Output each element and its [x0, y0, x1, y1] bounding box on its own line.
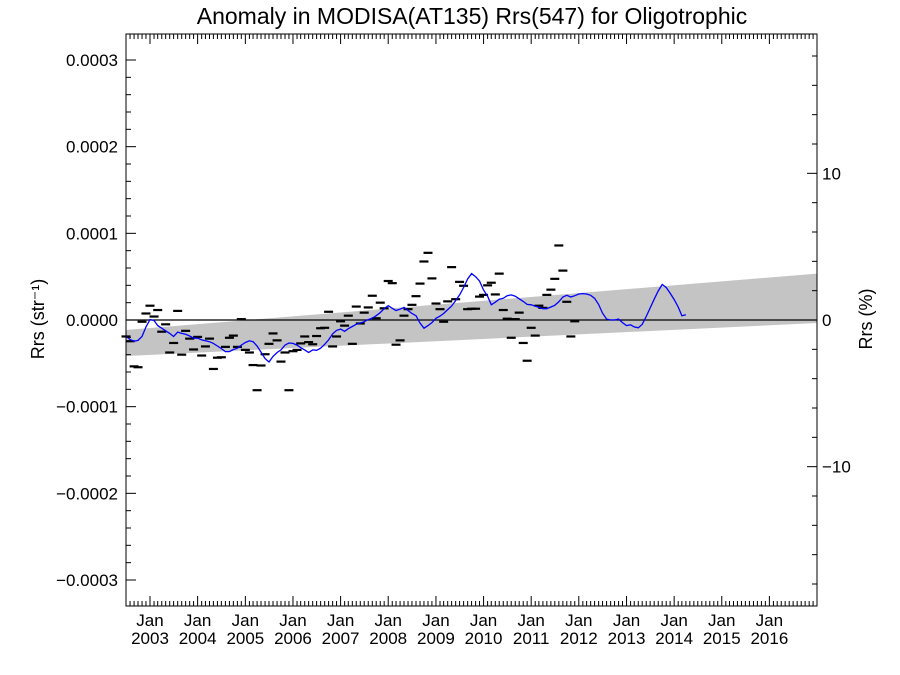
y-axis-label-right: Rrs (%): [856, 289, 876, 350]
x-tick-month-label: Jan: [232, 611, 259, 630]
x-tick-year-label: 2015: [703, 629, 741, 648]
x-tick-year-label: 2007: [322, 629, 360, 648]
x-tick-month-label: Jan: [660, 611, 687, 630]
x-tick-month-label: Jan: [422, 611, 449, 630]
y-axis-label-left: Rrs (str⁻¹): [28, 279, 48, 359]
y-tick-label-right: 0: [822, 311, 831, 330]
y-tick-label-left: −0.0001: [56, 398, 118, 417]
x-tick-year-label: 2005: [226, 629, 264, 648]
plot-area: 0.0003 0.0002 0.0001 0.0000 −0.0001 −0.0002 −0…: [56, 33, 851, 648]
x-tick-month-label: Jan: [613, 611, 640, 630]
smoothed-series-line: [125, 272, 687, 363]
x-tick-year-label: 2008: [369, 629, 407, 648]
chart-title: Anomaly in MODISA(AT135) Rrs(547) for Ol…: [197, 3, 747, 29]
x-tick-year-label: 2016: [750, 629, 788, 648]
x-tick-year-label: 2012: [560, 629, 598, 648]
x-tick-year-label: 2010: [465, 629, 503, 648]
x-tick-month-label: Jan: [184, 611, 211, 630]
x-tick-month-label: Jan: [374, 611, 401, 630]
x-tick-year-label: 2013: [608, 629, 646, 648]
x-tick-year-label: 2006: [274, 629, 312, 648]
x-tick-month-label: Jan: [327, 611, 354, 630]
x-tick-month-label: Jan: [565, 611, 592, 630]
x-tick-year-label: 2009: [417, 629, 455, 648]
x-tick-month-label: Jan: [517, 611, 544, 630]
x-tick-year-label: 2014: [655, 629, 693, 648]
y-tick-label-left: 0.0001: [66, 224, 118, 243]
y-tick-label-left: −0.0003: [56, 571, 118, 590]
y-tick-label-right: 10: [822, 164, 841, 183]
x-tick-month-label: Jan: [279, 611, 306, 630]
x-tick-year-label: 2003: [131, 629, 169, 648]
y-tick-label-left: 0.0002: [66, 138, 118, 157]
trend-confidence-band: [126, 273, 817, 356]
y-tick-label-right: −10: [822, 458, 851, 477]
y-tick-label-left: −0.0002: [56, 484, 118, 503]
x-tick-year-label: 2004: [179, 629, 217, 648]
x-tick-month-label: Jan: [708, 611, 735, 630]
x-tick-month-label: Jan: [136, 611, 163, 630]
x-tick-year-label: 2011: [513, 629, 550, 648]
x-tick-month-label: Jan: [470, 611, 497, 630]
y-tick-label-left: 0.0003: [66, 51, 118, 70]
y-tick-label-left: 0.0000: [66, 311, 118, 330]
x-tick-month-label: Jan: [756, 611, 783, 630]
